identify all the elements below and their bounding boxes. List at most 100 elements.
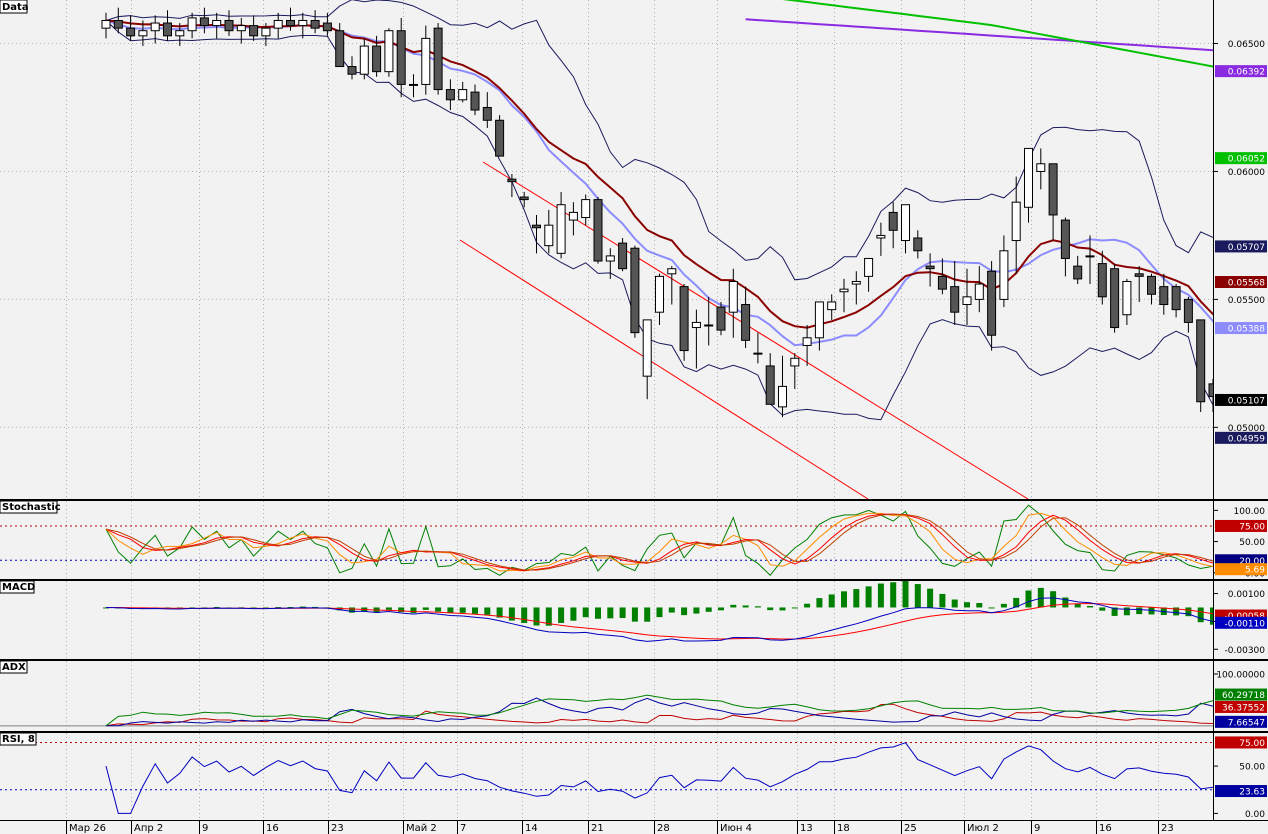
candle-body (458, 89, 468, 101)
candle-body (937, 275, 947, 290)
candle-body (507, 178, 517, 183)
candle-body (901, 204, 910, 242)
macd-histogram-bar (213, 606, 220, 608)
candle (642, 319, 652, 400)
candle (1073, 255, 1083, 285)
candle (605, 248, 615, 279)
macd-histogram-bar (865, 586, 872, 608)
candle (618, 237, 628, 272)
macd-histogram-bar (472, 607, 478, 614)
candle-body (396, 30, 406, 85)
value-badge-label: -0.00110 (1225, 619, 1266, 629)
scale-label: 0.05000 (1228, 424, 1265, 434)
candle (212, 12, 222, 39)
value-badge (1215, 275, 1267, 288)
candle-body (839, 288, 849, 293)
macd-histogram-bar (730, 604, 737, 608)
candle (691, 309, 701, 369)
macd-histogram-bar (791, 607, 798, 609)
value-badge (1215, 240, 1267, 253)
macd-histogram-bar (742, 605, 749, 608)
scale-label: 0.06500 (1228, 40, 1265, 50)
value-scales: 0.065000.060000.055000.05000100.0050.000… (1213, 40, 1265, 820)
scale-label: 100.00 (1234, 507, 1266, 517)
macd-histogram-bar (582, 607, 589, 618)
adx-minus-di-line (106, 697, 1213, 727)
macd-histogram-bar (853, 589, 860, 608)
macd-histogram-bar (1197, 607, 1204, 623)
candle-body (716, 306, 726, 331)
candle (421, 25, 431, 95)
macd-histogram-bar (1062, 597, 1069, 608)
macd-histogram-bar (435, 607, 442, 612)
macd-histogram-bar (595, 607, 601, 619)
candle (962, 268, 972, 325)
candle (937, 258, 947, 295)
macd-histogram-bar (779, 607, 786, 611)
candle (1036, 148, 1046, 190)
candle (753, 332, 763, 364)
candle (593, 197, 603, 264)
ma-long-line (745, 18, 1213, 52)
macd-histogram-bar (1123, 607, 1130, 616)
candle-body (212, 19, 222, 27)
candle (901, 204, 910, 254)
candle (568, 202, 578, 236)
time-label: 14 (525, 823, 538, 834)
macd-histogram-bar (1074, 603, 1081, 608)
candle (298, 12, 308, 39)
candle-body (113, 19, 123, 29)
candle-body (950, 286, 960, 313)
candle (396, 17, 406, 98)
candle-body (532, 224, 541, 229)
candle-body (101, 19, 111, 29)
candle-body (630, 247, 640, 334)
candle (864, 257, 874, 292)
candle-body (1147, 275, 1156, 295)
time-label: 23 (1161, 823, 1174, 834)
candle (950, 261, 960, 325)
adx-panel (0, 661, 1213, 731)
candle-body (1110, 268, 1120, 329)
candle (507, 174, 517, 198)
macd-histogram-bar (1210, 607, 1213, 625)
macd-histogram-bar (964, 602, 970, 608)
candle (1024, 147, 1033, 223)
macd-histogram-bar (496, 607, 503, 618)
candle-body (1060, 219, 1070, 259)
macd-histogram-bar (1050, 591, 1057, 608)
candle (445, 79, 455, 111)
macd-histogram-bar (1087, 605, 1093, 608)
candle (175, 23, 185, 47)
time-axis: Мар 26 Апр 2 9 16 23 Май 2 7 14 21 28 Июн 4 13 18 25 И… (66, 820, 1174, 834)
macd-histogram-bar (410, 607, 417, 614)
candle (236, 17, 246, 44)
time-label: Мар 26 (69, 823, 106, 834)
candle (409, 74, 418, 98)
time-label: 9 (202, 823, 208, 834)
candle-body (150, 22, 160, 32)
macd-histogram-bar (681, 607, 688, 616)
candle (1159, 273, 1169, 315)
candle (470, 84, 480, 116)
candle-body (864, 257, 874, 277)
macd-histogram-bar (1111, 607, 1118, 616)
rsi-line (105, 742, 1213, 814)
value-badge-label: 20.00 (1239, 557, 1265, 567)
candle (827, 294, 837, 320)
candle (1134, 266, 1144, 302)
candle-body (987, 270, 997, 336)
value-badge (1215, 736, 1267, 749)
value-badge-label: 36.37552 (1222, 703, 1265, 713)
macd-histogram-bar (484, 607, 491, 615)
value-badge (1215, 393, 1267, 406)
candle-body (741, 304, 751, 341)
macd-histogram-bar (927, 588, 934, 608)
bottom-axis (0, 820, 1268, 834)
value-badge (1215, 431, 1267, 444)
macd-histogram-bar (1185, 607, 1192, 617)
macd-histogram-bar (1025, 590, 1032, 608)
candle-body (888, 211, 898, 231)
candle-body (470, 91, 480, 111)
candles (101, 7, 1213, 418)
